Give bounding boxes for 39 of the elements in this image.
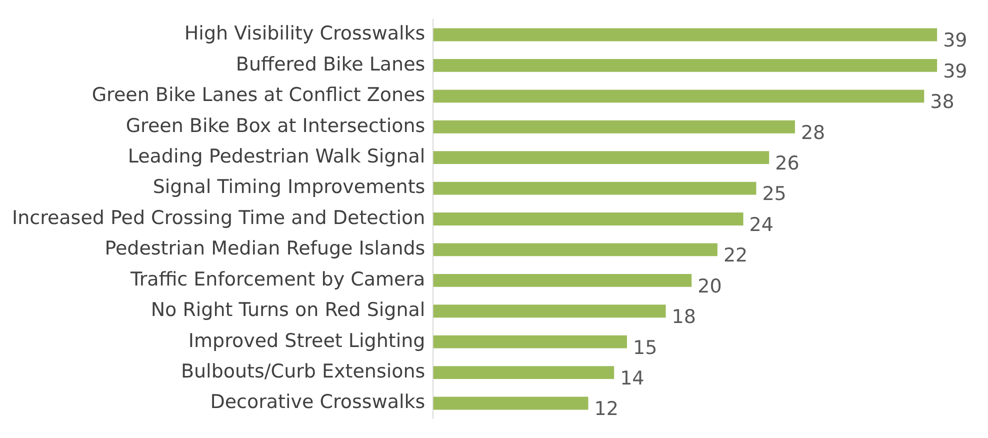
y-tick-label: High Visibility Crosswalks [184, 22, 426, 45]
bar [433, 335, 628, 348]
y-tick-label: Green Bike Box at Intersections [126, 114, 426, 137]
y-tick-label: Bulbouts/Curb Extensions [180, 360, 426, 382]
y-tick-label: Decorative Crosswalks [210, 391, 426, 414]
data-label: 26 [775, 152, 800, 175]
data-label: 38 [930, 91, 954, 114]
y-tick-label: No Right Turns on Red Signal [150, 299, 426, 322]
data-label: 24 [749, 214, 774, 236]
y-tick-label: Buffered Bike Lanes [236, 53, 426, 76]
bar [433, 212, 744, 226]
bar [433, 396, 588, 410]
data-label: 15 [633, 336, 658, 359]
data-label: 12 [594, 398, 618, 420]
bar [433, 90, 924, 103]
data-label: 18 [672, 306, 696, 328]
y-tick-label: Improved Street Lighting [188, 330, 426, 352]
data-label: 39 [943, 30, 968, 52]
data-label: 39 [943, 60, 968, 82]
y-tick-label: Pedestrian Median Refuge Islands [104, 238, 426, 260]
data-label: 14 [620, 367, 644, 390]
bar [433, 243, 718, 256]
data-label: 22 [723, 244, 748, 267]
data-label: 28 [800, 122, 826, 144]
y-tick-label: Leading Pedestrian Walk Signal [128, 146, 426, 168]
bar [433, 28, 938, 42]
y-tick-label: Green Bike Lanes at Conflict Zones [92, 84, 426, 106]
bar [433, 366, 614, 379]
data-label: 25 [762, 183, 786, 206]
bar [433, 120, 795, 134]
data-label: 20 [698, 275, 722, 298]
y-tick-label: Signal Timing Improvements [152, 176, 426, 198]
bar [433, 59, 938, 72]
y-tick-label: Traffic Enforcement by Camera [130, 268, 426, 290]
bar [433, 151, 770, 164]
bar [433, 274, 692, 287]
bar [433, 304, 666, 318]
bar [433, 182, 756, 195]
y-tick-label: Increased Ped Crossing Time and Detection [12, 206, 426, 229]
